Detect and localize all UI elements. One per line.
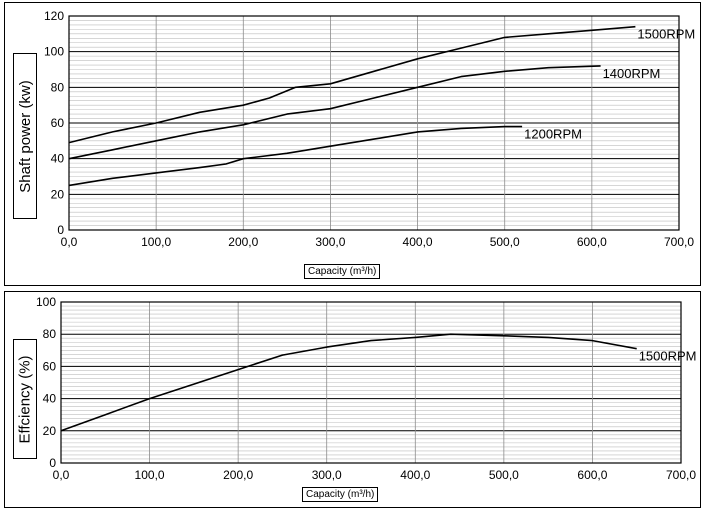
shaft-power-y-axis-label-box: Shaft power (kw) (13, 53, 37, 219)
shaft-power-y-tick-label: 120 (44, 9, 64, 23)
efficiency-chart: 0 20 40 60 80 100 0,0 100,0 200,0 300,0 400,0 500,0… (36, 295, 697, 482)
shaft-power-plot-frame (68, 15, 680, 231)
efficiency-x-tick-label: 200,0 (223, 468, 253, 482)
efficiency-y-axis-label: Effciency (%) (16, 354, 34, 444)
efficiency-series-line-1500rpm (60, 333, 637, 432)
shaft-power-x-tick-label: 100,0 (141, 235, 171, 249)
shaft-power-x-tick-label: 200,0 (228, 235, 258, 249)
shaft-power-x-tick-label: 700,0 (664, 235, 694, 249)
efficiency-x-tick-label: 600,0 (577, 468, 607, 482)
shaft-power-series-line-1200rpm (68, 125, 523, 187)
shaft-power-series-label-1200rpm: 1200RPM (524, 127, 582, 142)
shaft-power-y-axis-label: Shaft power (kw) (16, 79, 34, 193)
shaft-power-x-axis-label: Capacity (m³/h) (308, 266, 377, 277)
shaft-power-x-axis-label-box: Capacity (m³/h) (304, 264, 381, 279)
efficiency-y-axis-label-box: Effciency (%) (13, 339, 37, 459)
shaft-power-y-tick-label: 80 (51, 80, 65, 94)
efficiency-plot-frame (60, 301, 682, 464)
shaft-power-chart: 0 20 40 60 80 100 120 0,0 100,0 200,0 300,0 400,0 50… (44, 9, 695, 249)
shaft-power-series-label-1500rpm: 1500RPM (637, 27, 695, 42)
shaft-power-y-tick-label: 0 (57, 223, 64, 237)
efficiency-y-tick-label: 80 (43, 327, 57, 341)
shaft-power-x-tick-label: 500,0 (490, 235, 520, 249)
efficiency-x-axis-label: Capacity (m³/h) (306, 489, 375, 500)
efficiency-x-tick-label: 0,0 (53, 468, 70, 482)
efficiency-x-tick-label: 400,0 (400, 468, 430, 482)
efficiency-y-tick-label: 60 (43, 359, 57, 373)
shaft-power-y-tick-label: 100 (44, 45, 64, 59)
shaft-power-series-line-1400rpm (68, 65, 601, 160)
shaft-power-series-label-1400rpm: 1400RPM (603, 66, 661, 81)
efficiency-y-tick-label: 40 (43, 392, 57, 406)
efficiency-y-tick-label: 100 (36, 295, 56, 309)
efficiency-series-label-1500rpm: 1500RPM (639, 349, 697, 364)
shaft-power-x-tick-label: 400,0 (403, 235, 433, 249)
efficiency-y-tick-label: 0 (49, 456, 56, 470)
efficiency-y-tick-label: 20 (43, 424, 57, 438)
efficiency-chart-panel: 0 20 40 60 80 100 0,0 100,0 200,0 300,0 400,0 500,0… (4, 291, 701, 508)
shaft-power-y-tick-label: 40 (51, 152, 65, 166)
efficiency-x-tick-label: 500,0 (489, 468, 519, 482)
shaft-power-y-tick-label: 60 (51, 116, 65, 130)
efficiency-x-axis-label-box: Capacity (m³/h) (302, 487, 379, 502)
efficiency-x-tick-label: 100,0 (135, 468, 165, 482)
efficiency-x-tick-label: 700,0 (666, 468, 696, 482)
shaft-power-x-tick-label: 300,0 (315, 235, 345, 249)
shaft-power-y-tick-label: 20 (51, 187, 65, 201)
shaft-power-chart-panel: 0 20 40 60 80 100 120 0,0 100,0 200,0 300,0 400,0 50… (4, 2, 701, 286)
efficiency-x-tick-label: 300,0 (312, 468, 342, 482)
shaft-power-x-tick-label: 0,0 (61, 235, 78, 249)
shaft-power-x-tick-label: 600,0 (577, 235, 607, 249)
shaft-power-series-line-1500rpm (68, 25, 636, 144)
